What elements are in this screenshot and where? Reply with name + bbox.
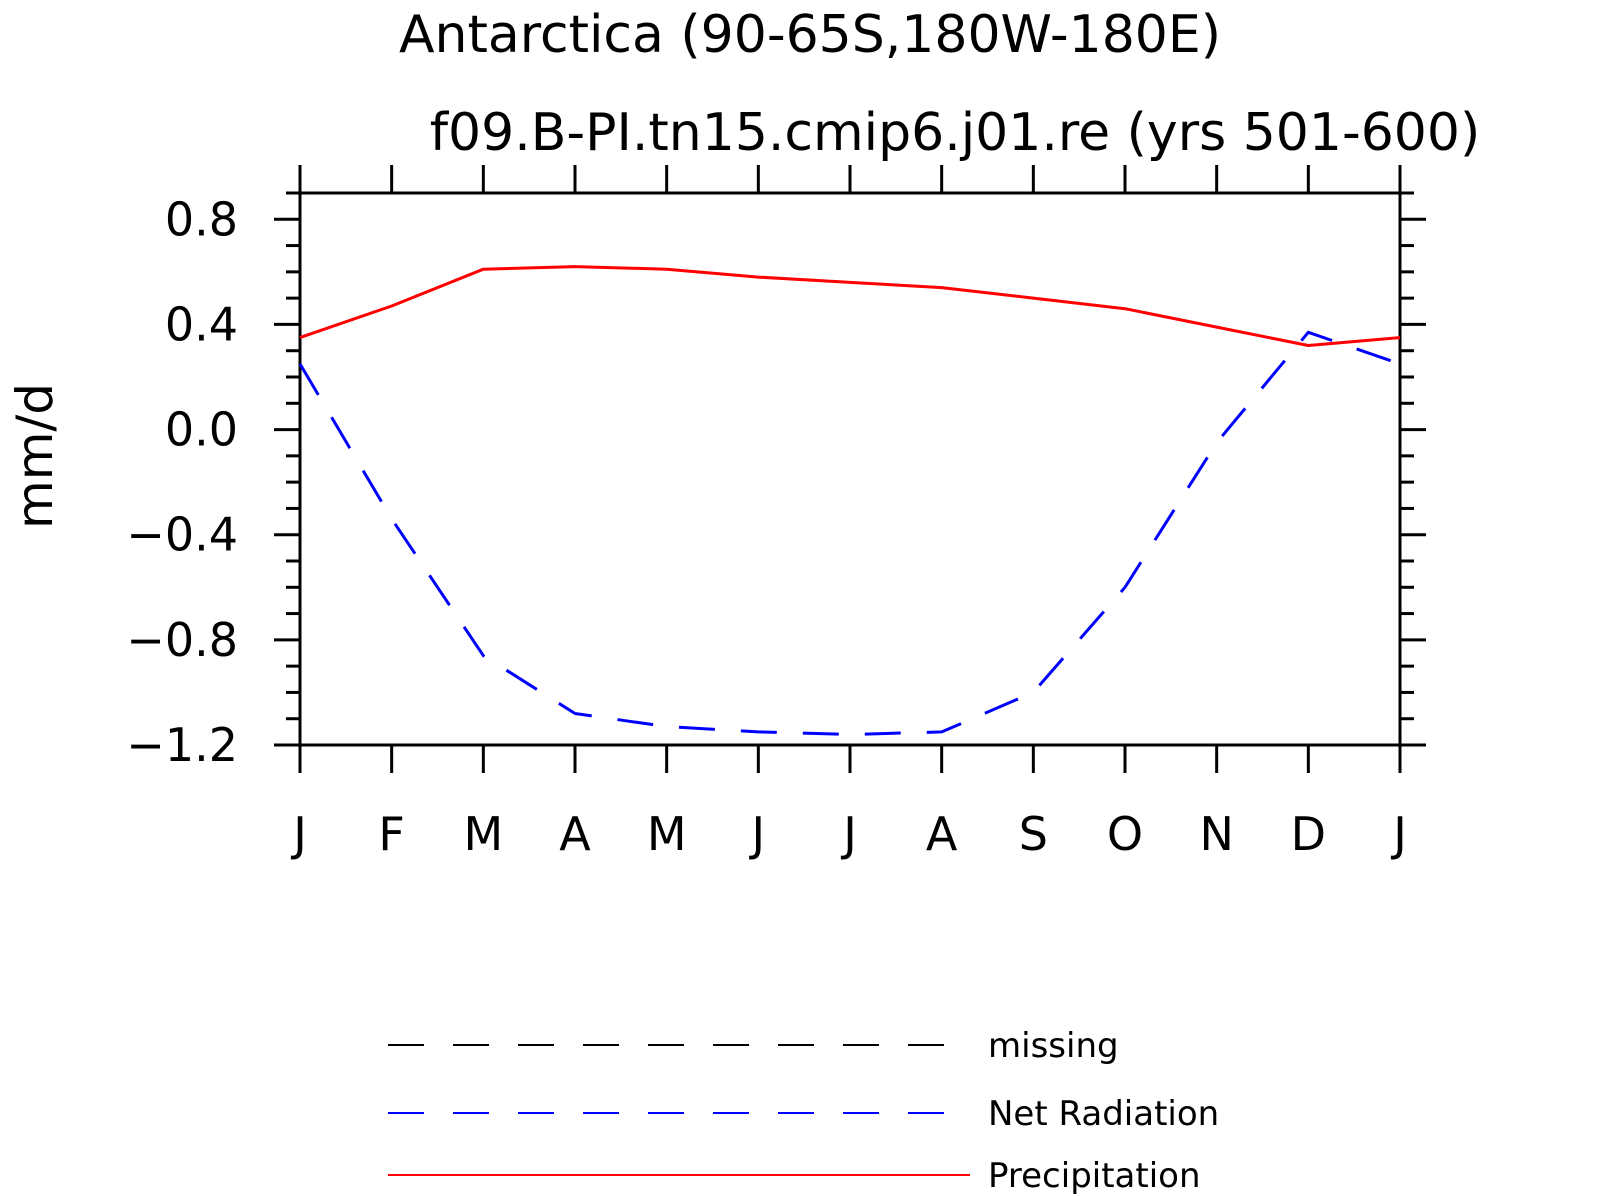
legend-label: missing: [988, 1026, 1119, 1066]
x-tick-label: O: [1107, 807, 1143, 861]
y-tick-label: −0.4: [126, 508, 238, 562]
y-tick-label: −0.8: [126, 613, 238, 667]
x-tick-label: J: [290, 807, 307, 861]
y-tick-label: 0.0: [165, 403, 238, 457]
x-tick-label: N: [1199, 807, 1233, 861]
series-line-precipitation: [299, 265, 1401, 347]
y-tick-label: 0.4: [165, 297, 238, 351]
x-tick-label: J: [1390, 807, 1407, 861]
plot-axes: −1.2 −0.8 −0.4 0.0 0.4 0.8 J F M A M J J A S O N D J: [126, 165, 1426, 861]
x-tick-label: S: [1019, 807, 1048, 861]
x-tick-label: J: [840, 807, 857, 861]
x-tick-label: A: [559, 807, 591, 861]
x-tick-label: M: [647, 807, 687, 861]
y-tick-label: −1.2: [126, 718, 238, 772]
x-tick-label: D: [1291, 807, 1326, 861]
series-line-net-radiation: [298, 330, 1401, 736]
x-tick-label: M: [463, 807, 503, 861]
legend-label: Net Radiation: [988, 1094, 1219, 1134]
chart-subtitle: f09.B-PI.tn15.cmip6.j01.re (yrs 501-600): [430, 103, 1481, 163]
x-tick-label: A: [926, 807, 958, 861]
legend-label: Precipitation: [988, 1156, 1201, 1196]
chart-title: Antarctica (90-65S,180W-180E): [399, 5, 1221, 65]
y-tick-label: 0.8: [165, 192, 238, 246]
y-axis-label: mm/d: [6, 383, 64, 529]
series-layer: [298, 265, 1401, 736]
x-tick-label: F: [378, 807, 404, 861]
x-tick-label: J: [749, 807, 766, 861]
legend: missing Net Radiation Precipitation: [388, 1026, 1219, 1196]
